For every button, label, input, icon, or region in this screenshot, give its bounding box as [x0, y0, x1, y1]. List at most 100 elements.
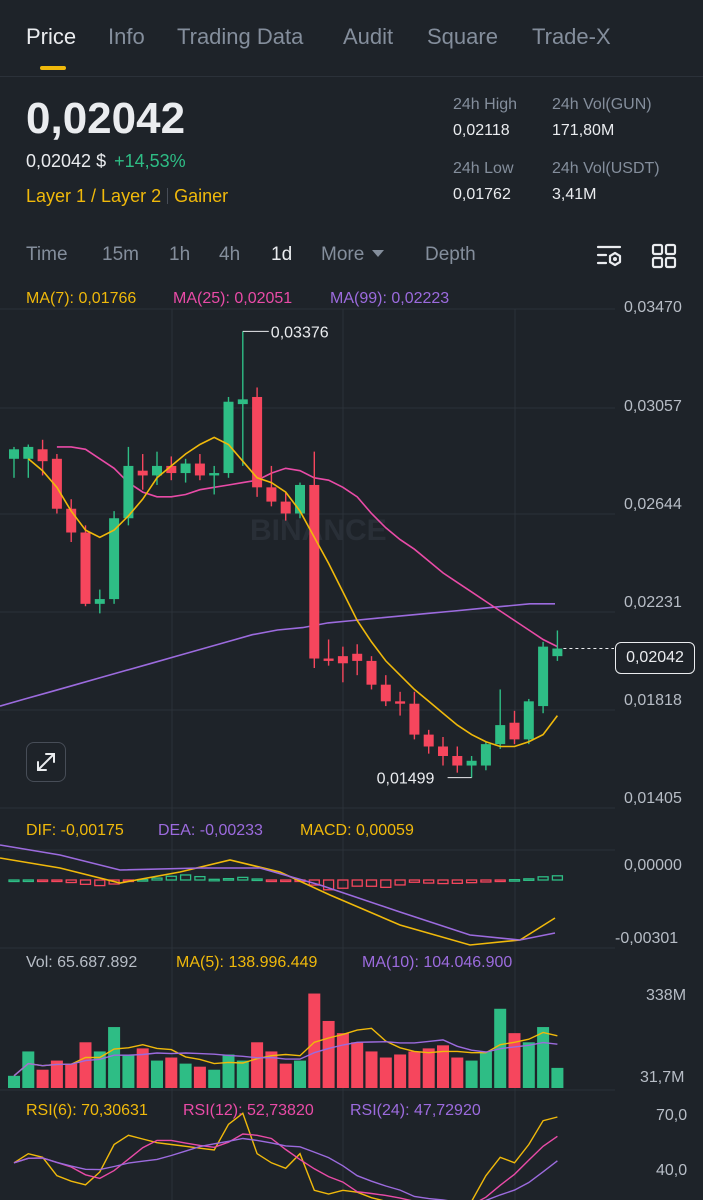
- ma25-path: [56, 446, 558, 648]
- timeframe-1h[interactable]: 1h: [169, 244, 191, 265]
- volume-bar: [522, 1042, 535, 1088]
- candle-body: [309, 484, 320, 659]
- stat-vol-base: 171,80M: [552, 122, 615, 139]
- category-tags: Layer 1 / Layer 2 Gainer: [26, 186, 228, 207]
- timeframe-more-label: More: [321, 244, 365, 265]
- macd-bar: [408, 879, 421, 883]
- candle-body: [194, 463, 205, 476]
- macd-bar: [194, 875, 206, 881]
- price-usd: 0,02042 $: [26, 151, 107, 171]
- candle-body: [23, 446, 34, 459]
- volume-bar: [279, 1063, 292, 1088]
- tag-divider: [167, 188, 169, 204]
- tab-square[interactable]: Square: [427, 24, 498, 49]
- macd-tick-0: 0,00000: [624, 857, 682, 874]
- volume-bar: [422, 1048, 435, 1088]
- tab-price[interactable]: Price: [26, 24, 77, 49]
- volume-ma10-legend: MA(10): 104.046.900: [362, 954, 513, 971]
- candle-body: [438, 746, 448, 757]
- macd-bar: [494, 879, 506, 883]
- depth-tab[interactable]: Depth: [425, 244, 476, 265]
- candlesticks: [9, 331, 563, 778]
- candle-body: [37, 449, 48, 462]
- chart-grid: [0, 308, 615, 1200]
- grid-layout-icon[interactable]: [651, 243, 677, 269]
- candle-body: [237, 399, 248, 405]
- macd-bar: [451, 879, 463, 884]
- volume-bar: [336, 1033, 349, 1088]
- chart-annotations: 0,03376 0,01499: [242, 324, 614, 788]
- candle-body: [509, 722, 520, 740]
- macd-bar: [51, 879, 63, 883]
- stat-vol-base-label: 24h Vol(GUN): [552, 96, 652, 113]
- expand-button[interactable]: [26, 742, 66, 782]
- volume-bar: [394, 1054, 407, 1088]
- chart-settings-icon[interactable]: [595, 242, 625, 270]
- volume-bar: [308, 993, 321, 1088]
- y-tick-4: 0,01818: [624, 692, 682, 709]
- volume-bar: [165, 1057, 178, 1088]
- volume-bar: [479, 1051, 492, 1088]
- macd-bar: [508, 878, 521, 882]
- low-marker-label: 0,01499: [377, 771, 435, 788]
- timeframe-1d[interactable]: 1d: [271, 244, 293, 265]
- volume-bar: [537, 1027, 550, 1088]
- tab-audit[interactable]: Audit: [343, 24, 394, 49]
- candle-body: [452, 756, 463, 766]
- macd-bar: [537, 876, 549, 881]
- volume-bar: [50, 1060, 63, 1088]
- ma25-legend: MA(25): 0,02051: [173, 290, 293, 307]
- ma7-path: [27, 436, 559, 748]
- y-tick-3: 0,02231: [624, 594, 682, 611]
- ma25-line: [56, 446, 558, 648]
- candle-body: [395, 701, 406, 704]
- macd-bar: [222, 878, 235, 881]
- stat-vol-quote-label: 24h Vol(USDT): [552, 160, 660, 177]
- volume-bar: [208, 1069, 221, 1088]
- macd-bar: [280, 879, 292, 883]
- high-marker-label: 0,03376: [271, 324, 329, 341]
- timeframe-4h[interactable]: 4h: [219, 244, 241, 265]
- volume-bar: [193, 1066, 206, 1088]
- volume-bar: [451, 1057, 464, 1088]
- candle-body: [480, 744, 491, 766]
- price-usd-row: 0,02042 $ +14,53%: [26, 151, 186, 172]
- y-tick-0: 0,03470: [624, 299, 682, 316]
- candle-body: [51, 458, 62, 509]
- volume-bar: [551, 1067, 564, 1088]
- volume-bar: [408, 1051, 421, 1088]
- candle-body: [295, 484, 305, 514]
- rsi12-line: [13, 1133, 558, 1200]
- volume-bar: [365, 1051, 378, 1088]
- timeframe-time[interactable]: Time: [26, 244, 68, 265]
- tag-layer[interactable]: Layer 1 / Layer 2: [26, 186, 162, 206]
- tab-trade-x[interactable]: Trade-X: [532, 24, 611, 49]
- timeframe-15m[interactable]: 15m: [102, 244, 139, 265]
- tag-gainer[interactable]: Gainer: [174, 186, 229, 206]
- stat-low: 0,01762: [453, 186, 511, 203]
- candle-body: [423, 734, 434, 747]
- y-tick-1: 0,03057: [624, 398, 682, 415]
- timeframe-more[interactable]: More: [321, 244, 385, 266]
- macd-bar: [265, 879, 278, 883]
- volume-bar: [79, 1042, 92, 1088]
- tab-trading-data[interactable]: Trading Data: [177, 24, 304, 49]
- active-tab-indicator: [40, 66, 66, 70]
- candle-body: [366, 660, 377, 685]
- volume-ma5-line: [13, 1027, 558, 1077]
- stat-vol-quote: 3,41M: [552, 186, 597, 203]
- candle-body: [166, 465, 177, 474]
- candle-body: [495, 725, 506, 745]
- macd-tick-1: -0,00301: [615, 930, 679, 947]
- tab-info[interactable]: Info: [108, 24, 145, 49]
- volume-tick-1: 31,7M: [640, 1069, 685, 1086]
- macd-bar: [94, 879, 106, 887]
- macd-bar: [351, 879, 363, 887]
- volume-ma10-line: [13, 1039, 558, 1077]
- volume-bar: [179, 1063, 192, 1088]
- macd-bar: [365, 879, 378, 887]
- macd-bar: [165, 875, 177, 881]
- candle-body: [180, 463, 191, 474]
- candle-body: [337, 656, 348, 664]
